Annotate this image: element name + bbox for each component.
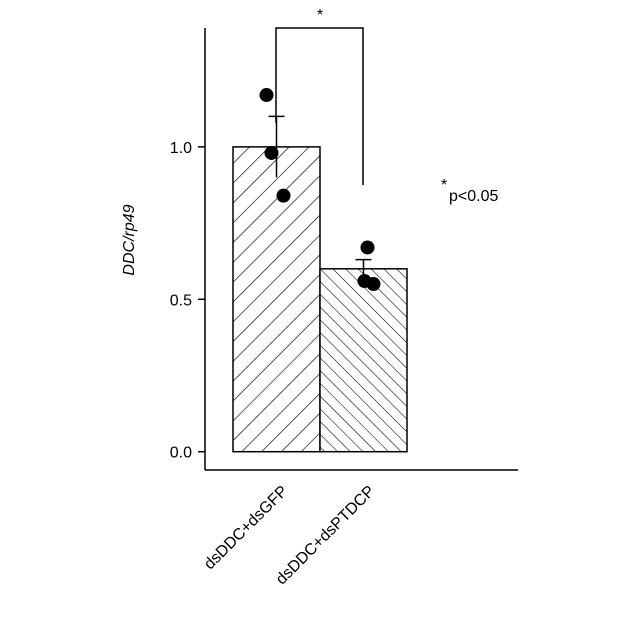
bar: [233, 147, 320, 452]
x-tick-label: dsDDC+dsPTDCP: [273, 483, 378, 588]
data-point: [361, 240, 375, 254]
y-tick-label: 1.0: [170, 140, 192, 157]
data-point: [367, 277, 381, 291]
significance-star: *: [317, 7, 323, 24]
data-point: [260, 88, 274, 102]
y-tick-label: 0.5: [170, 292, 192, 309]
x-tick-label: dsDDC+dsGFP: [201, 483, 291, 573]
y-tick-label: 0.0: [170, 445, 192, 462]
note-mark: *: [441, 177, 447, 194]
chart: DDC/rp49 * * p<0.05 0.0 0.5 1.0 dsDDC+dsGFP…: [0, 0, 640, 640]
note: p<0.05: [449, 188, 498, 205]
data-point: [277, 189, 291, 203]
y-axis-label: DDC/rp49: [121, 204, 138, 275]
data-point: [265, 146, 279, 160]
bar: [320, 269, 407, 452]
